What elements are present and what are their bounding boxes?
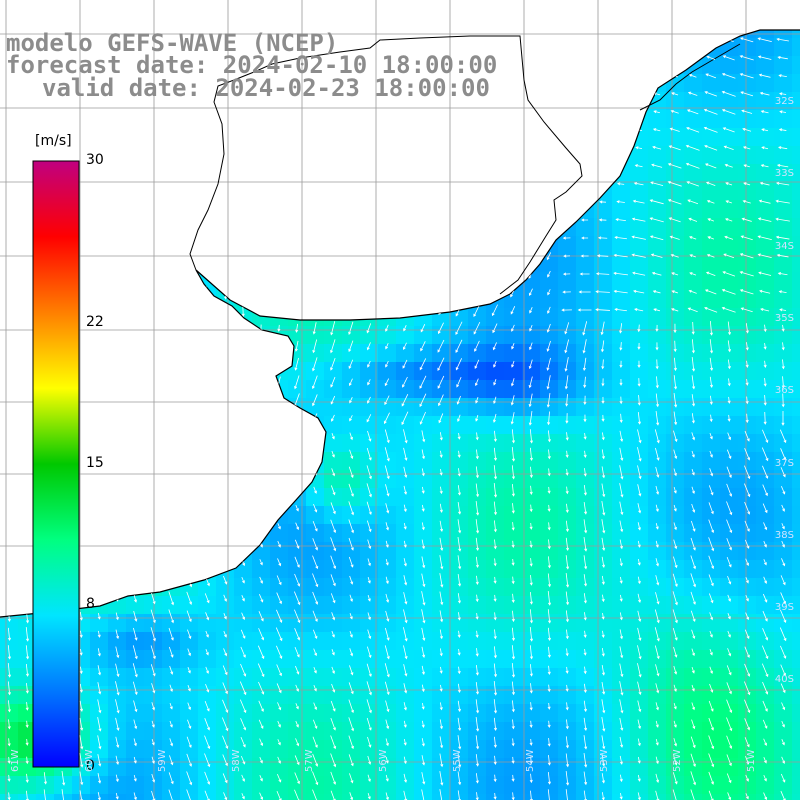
- coastline: [0, 29, 800, 618]
- colorbar-tick-label: 22: [86, 313, 104, 330]
- latitude-label: 34S: [774, 240, 794, 252]
- latitude-label: 35S: [774, 312, 794, 324]
- colorbar-tick-label: 30: [86, 152, 104, 168]
- longitude-label: 58W: [230, 749, 242, 772]
- longitude-label: 59W: [157, 749, 169, 772]
- longitude-label: 55W: [451, 749, 463, 772]
- longitude-label: 60W: [83, 749, 95, 772]
- latitude-label: 38S: [774, 529, 794, 541]
- longitude-label: 56W: [378, 749, 389, 772]
- longitude-label: 51W: [746, 749, 757, 772]
- colorbar-tick-label: 8: [86, 596, 95, 613]
- latitude-label: 32S: [774, 96, 794, 107]
- longitude-label: 54W: [525, 749, 537, 772]
- latitude-label: 37S: [774, 457, 794, 469]
- forecast-date: forecast date: 2024-02-10 18:00:00: [6, 51, 498, 79]
- colorbar-tick-label: 15: [86, 455, 104, 471]
- model-title: modelo GEFS-WAVE (NCEP): [6, 29, 339, 57]
- longitude-label: 57W: [304, 749, 316, 772]
- latitude-label: 33S: [774, 168, 794, 180]
- latitude-label: 40S: [774, 674, 794, 686]
- colorbar-unit: [m/s]: [35, 133, 72, 149]
- colorbar-tick-label: 0: [86, 758, 95, 774]
- latitude-label: 39S: [774, 602, 794, 614]
- valid-date: valid date: 2024-02-23 18:00:00: [42, 74, 490, 102]
- longitude-label: 53W: [598, 749, 610, 772]
- colorbar: [32, 160, 80, 768]
- longitude-label: 61W: [10, 749, 21, 772]
- latitude-label: 36S: [774, 385, 794, 397]
- longitude-label: 52W: [672, 749, 684, 772]
- country-border: [189, 35, 741, 295]
